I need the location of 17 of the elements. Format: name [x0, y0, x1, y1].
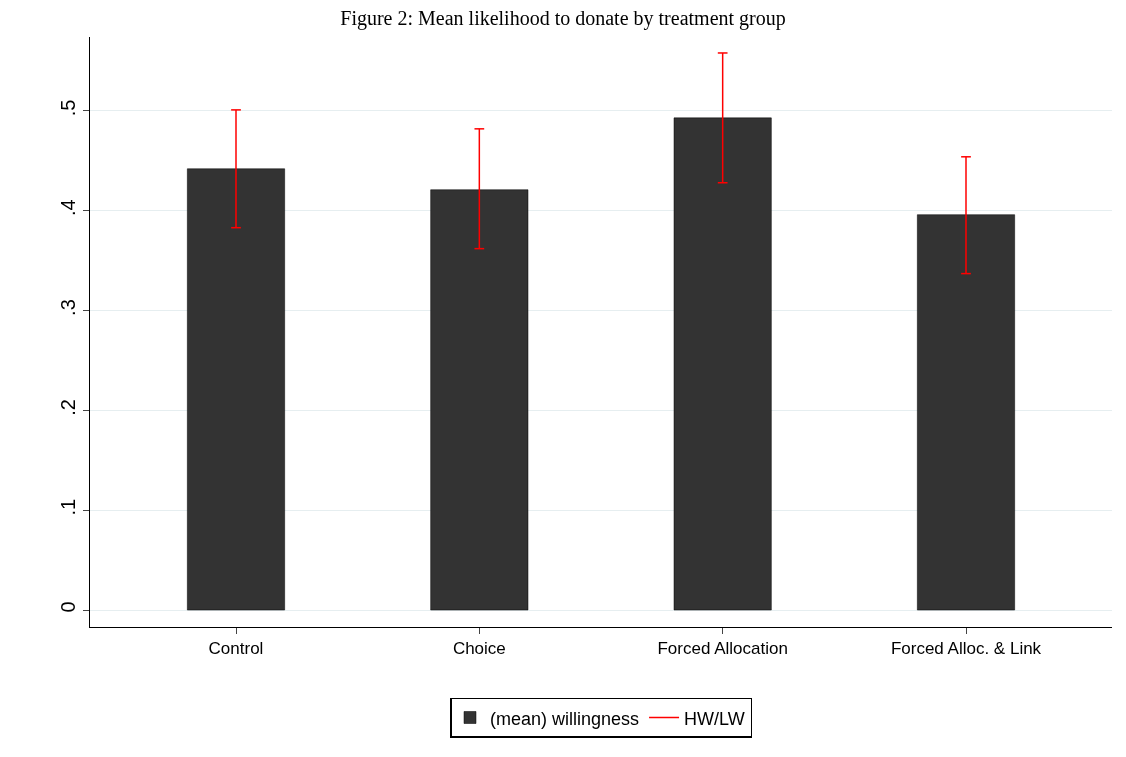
- chart-title: Figure 2: Mean likelihood to donate by treatment group: [340, 7, 786, 31]
- legend-label: (mean) willingness: [490, 708, 640, 729]
- x-tick-label: Forced Alloc. & Link: [890, 639, 1042, 659]
- y-tick-label: .5: [57, 99, 79, 117]
- bar: [917, 214, 1015, 611]
- y-tick-label: 0: [57, 601, 79, 613]
- bar: [430, 189, 529, 611]
- bar: [187, 168, 285, 611]
- y-tick-label: .1: [57, 498, 79, 516]
- y-tick-label: .3: [57, 299, 79, 316]
- x-tick-label: Control: [208, 639, 264, 659]
- x-tick-label: Forced Allocation: [657, 639, 788, 659]
- text: HW/LW: [684, 708, 745, 729]
- y-tick-label: .2: [57, 399, 79, 416]
- bar: [673, 117, 772, 611]
- x-tick-label: Choice: [452, 639, 506, 659]
- y-tick-label: .4: [57, 199, 79, 217]
